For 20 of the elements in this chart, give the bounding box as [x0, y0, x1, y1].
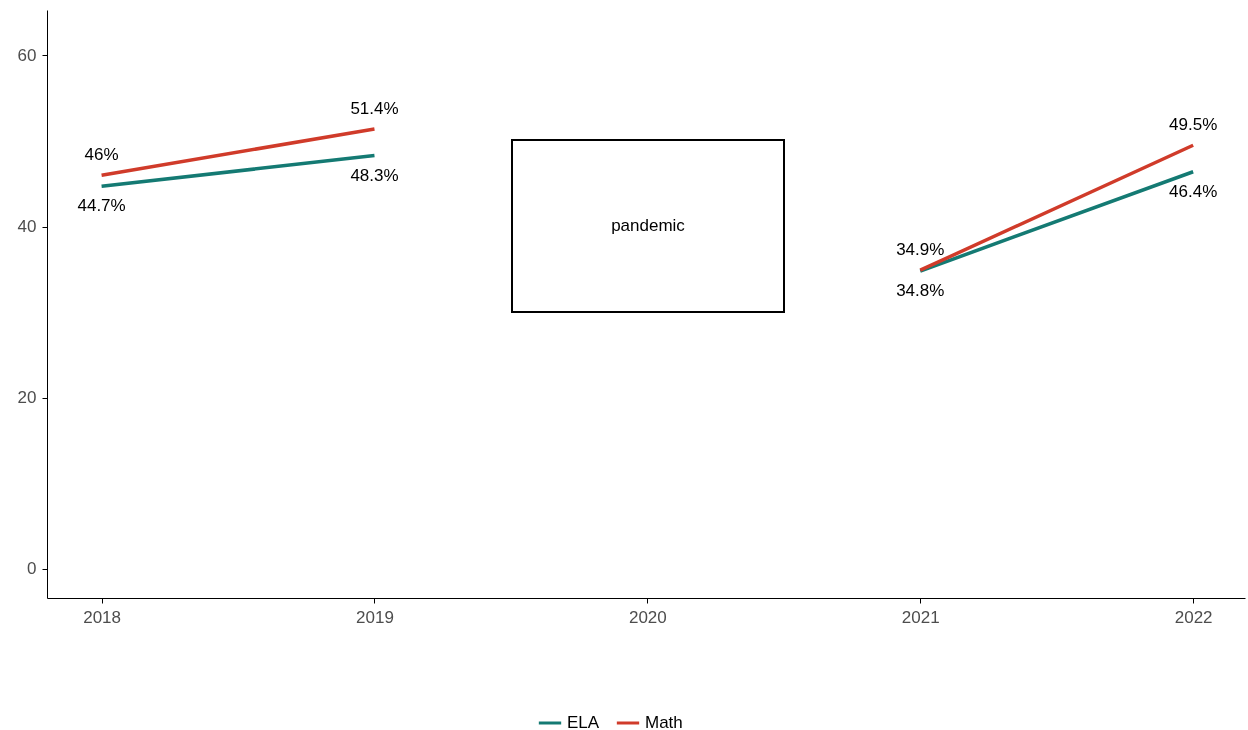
x-tick-label: 2018 — [83, 607, 121, 627]
y-tick-label: 0 — [27, 559, 37, 579]
x-tick-label: 2019 — [356, 607, 394, 627]
data-label: 46% — [84, 145, 119, 165]
y-tick-label: 60 — [17, 45, 37, 65]
legend-label: Math — [645, 713, 683, 730]
data-label: 51.4% — [350, 98, 399, 118]
data-label: 49.5% — [1169, 115, 1218, 135]
legend-label: ELA — [567, 713, 600, 730]
y-tick-label: 20 — [17, 388, 37, 408]
data-label: 46.4% — [1169, 181, 1218, 201]
data-label: 34.8% — [896, 281, 945, 301]
data-label: 34.9% — [896, 240, 945, 260]
x-tick-label: 2022 — [1174, 607, 1213, 627]
x-tick-label: 2020 — [628, 607, 667, 627]
x-tick-label: 2021 — [901, 607, 940, 627]
y-tick-label: 40 — [17, 217, 37, 237]
annotation: pandemic — [611, 216, 686, 235]
data-label: 48.3% — [350, 165, 399, 185]
data-label: 44.7% — [77, 196, 126, 216]
